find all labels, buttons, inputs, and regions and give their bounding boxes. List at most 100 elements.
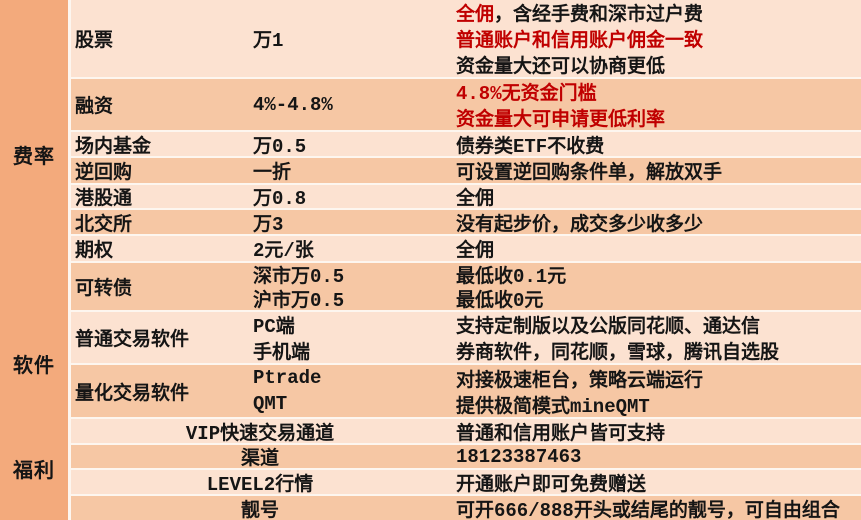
row-description-line: 没有起步价，成交多少收多少 — [456, 210, 861, 236]
row-description-line: 18123387463 — [456, 445, 861, 468]
row-description-line: 资金量大可申请更低利率 — [456, 105, 861, 131]
row-value-cell: 深市万0.5 沪市万0.5 — [253, 263, 449, 312]
row-value-cell: 4%-4.8% — [253, 79, 449, 130]
row-value-cell: 万0.8 — [253, 185, 449, 210]
description-text: 对接极速柜台，策略云端运行 — [456, 369, 704, 392]
row-description-line: 可开666/888开头或结尾的靓号，可自由组合 — [456, 496, 861, 520]
row-value: Ptrade — [253, 367, 322, 389]
row-description-cell: 4.8%无资金门槛 资金量大可申请更低利率 — [449, 79, 861, 131]
description-text: 可设置逆回购条件单，解放双手 — [456, 162, 723, 184]
description-highlight-text: 4.8%无资金门槛 — [456, 83, 597, 106]
description-text: 开通账户即可免费赠送 — [456, 473, 647, 496]
row-label: 场内基金 — [75, 135, 152, 158]
row-value: 手机端 — [253, 341, 311, 364]
description-highlight-text: 普通账户和信用账户佣金一致 — [456, 30, 704, 53]
table-body: 股票 万1 全佣 ，含经手费和深市过户费普通账户和信用账户佣金一致 资金量大还可以协商更… — [71, 0, 861, 520]
row-value: 万1 — [253, 30, 284, 52]
row-description-cell: 没有起步价，成交多少收多少 — [449, 210, 861, 236]
row-description-line: 债券类ETF不收费 — [456, 132, 861, 158]
row-label: VIP快速交易通道 — [185, 422, 335, 445]
table-row: 股票 万1 全佣 ，含经手费和深市过户费 普通账户和信用账户佣金一致 资金量大还可以协商更… — [71, 0, 861, 78]
row-description-line: 最低收0元 — [456, 287, 861, 312]
row-description-cell: 最低收0.1元 最低收0元 — [449, 263, 861, 312]
description-text: 18123387463 — [456, 445, 582, 468]
table-row: VIP快速交易通道 普通和信用账户皆可支持 — [71, 417, 861, 445]
row-value: 沪市万0.5 — [253, 289, 345, 312]
description-text: 支持定制版以及公版同花顺、通达信 — [456, 316, 761, 339]
row-description-cell: 对接极速柜台，策略云端运行 提供极简模式mineQMT — [449, 365, 861, 418]
row-label: 期权 — [75, 240, 114, 262]
row-description-line: 4.8%无资金门槛 — [456, 79, 861, 105]
description-text: 没有起步价，成交多少收多少 — [456, 213, 704, 236]
row-label: LEVEL2行情 — [206, 473, 314, 496]
row-description-cell: 可开666/888开头或结尾的靓号，可自由组合 — [449, 496, 861, 520]
row-value: 深市万0.5 — [253, 266, 345, 289]
row-description-cell: 可设置逆回购条件单，解放双手 — [449, 158, 861, 184]
description-highlight-text: 资金量大可申请更低利率 — [456, 108, 666, 131]
row-label: 量化交易软件 — [75, 382, 190, 405]
row-value-cell: PC端 手机端 — [253, 312, 449, 364]
table-row: 可转债 深市万0.5 沪市万0.5 最低收0.1元 最低收0元 — [71, 261, 861, 312]
row-description-line: 可设置逆回购条件单，解放双手 — [456, 158, 861, 184]
description-text: 可开666/888开头或结尾的靓号，可自由组合 — [456, 499, 840, 520]
row-value: 2元/张 — [253, 240, 314, 262]
table-row: LEVEL2行情 开通账户即可免费赠送 — [71, 468, 861, 496]
row-description-cell: 全佣 — [449, 236, 861, 262]
row-description-cell: 普通和信用账户皆可支持 — [449, 419, 861, 445]
row-description-line: 资金量大还可以协商更低 — [456, 51, 861, 78]
row-description-cell: 支持定制版以及公版同花顺、通达信 券商软件，同花顺，雪球，腾讯自选股 — [449, 312, 861, 364]
row-value-cell: 万0.5 — [253, 132, 449, 158]
description-text: 最低收0.1元 — [456, 266, 567, 289]
table-row: 港股通 万0.8 全佣 — [71, 183, 861, 210]
row-value-cell: 一折 — [253, 158, 449, 184]
row-value-cell: 万1 — [253, 0, 449, 77]
row-description-line: 开通账户即可免费赠送 — [456, 470, 861, 496]
row-label: 普通交易软件 — [75, 329, 190, 351]
sidebar-section-label: 福利 — [13, 460, 55, 484]
description-text: 全佣 — [456, 240, 495, 262]
row-value: 万0.8 — [253, 188, 307, 210]
row-value: 万3 — [253, 213, 284, 236]
row-label: 可转债 — [75, 278, 133, 300]
row-value-cell: Ptrade QMT — [253, 365, 449, 417]
sidebar-section-label: 软件 — [13, 355, 55, 379]
row-description-line: 提供极简模式mineQMT — [456, 391, 861, 418]
description-text: 券商软件，同花顺，雪球，腾讯自选股 — [456, 341, 780, 364]
description-text: 提供极简模式mineQMT — [456, 395, 650, 418]
row-description-line: 对接极速柜台，策略云端运行 — [456, 365, 861, 392]
row-label: 靓号 — [240, 499, 279, 520]
table-row: 渠道 18123387463 — [71, 443, 861, 470]
row-description-line: 券商软件，同花顺，雪球，腾讯自选股 — [456, 338, 861, 364]
row-description-cell: 18123387463 — [449, 445, 861, 468]
row-description-cell: 全佣 ，含经手费和深市过户费 普通账户和信用账户佣金一致 资金量大还可以协商更低 — [449, 0, 861, 77]
description-text: 资金量大还可以协商更低 — [456, 55, 666, 78]
row-value-cell: 万3 — [253, 210, 449, 236]
table-row: 融资 4%-4.8% 4.8%无资金门槛 资金量大可申请更低利率 — [71, 77, 861, 131]
row-description-line: 普通账户和信用账户佣金一致 — [456, 26, 861, 52]
row-label: 融资 — [75, 96, 114, 118]
row-description-line: 支持定制版以及公版同花顺、通达信 — [456, 312, 861, 338]
row-value: 4%-4.8% — [253, 93, 333, 116]
description-text: 债券类ETF不收费 — [456, 135, 605, 158]
description-text: 最低收0元 — [456, 289, 544, 312]
table-row: 北交所 万3 没有起步价，成交多少收多少 — [71, 208, 861, 236]
row-description-cell: 开通账户即可免费赠送 — [449, 470, 861, 496]
row-label: 股票 — [75, 30, 114, 52]
row-description-line: 全佣 — [456, 236, 861, 262]
row-value: PC端 — [253, 316, 295, 339]
row-label: 北交所 — [75, 213, 133, 236]
table-row: 靓号 可开666/888开头或结尾的靓号，可自由组合 — [71, 494, 861, 520]
row-label: 逆回购 — [75, 162, 133, 184]
row-label: 港股通 — [75, 188, 133, 210]
description-text: 全佣 — [456, 188, 495, 210]
sidebar-section-label: 费率 — [13, 147, 55, 170]
table-row: 期权 2元/张 全佣 — [71, 234, 861, 262]
row-value: 一折 — [253, 162, 292, 184]
description-text: ，含经手费和深市过户费 — [494, 4, 704, 27]
row-value: QMT — [253, 393, 288, 415]
row-value-cell: 2元/张 — [253, 236, 449, 262]
description-text: 普通和信用账户皆可支持 — [456, 422, 666, 445]
table-row: 量化交易软件 Ptrade QMT 对接极速柜台，策略云端运行 提供极简模式mineQM… — [71, 363, 861, 418]
row-label: 渠道 — [240, 448, 279, 470]
